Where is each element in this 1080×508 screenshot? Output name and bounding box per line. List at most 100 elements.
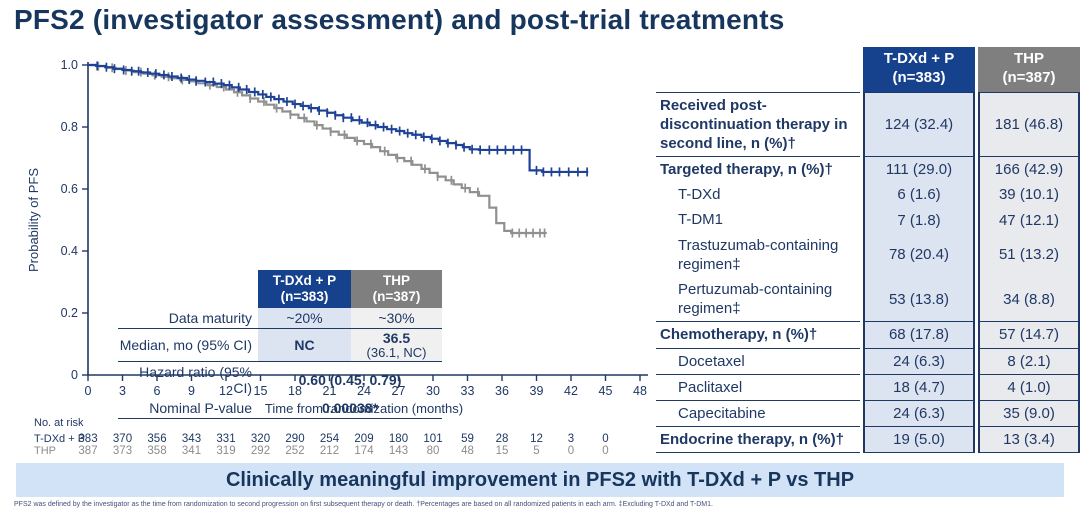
at-risk-value: 320 (251, 433, 270, 445)
column-header-thp: THP (n=387) (978, 47, 1080, 92)
x-tick-label: 30 (426, 384, 440, 398)
x-tick-label: 24 (357, 384, 371, 398)
row-label: T-DM1 (678, 211, 723, 229)
p-value: 0.00038* (258, 398, 442, 420)
cell-tdxd: 7 (1.8) (863, 207, 975, 233)
inset-row-label: Data maturity (168, 310, 252, 327)
at-risk-value: 3 (568, 433, 574, 445)
cell-tdxd: 78 (20.4) (863, 232, 975, 277)
cell-thp: 4 (1.0) (978, 373, 1080, 400)
cell-thp: 8 (2.1) (978, 347, 1080, 374)
km-curve-t-dxd-p (88, 63, 589, 174)
table-corner-spacer (656, 47, 860, 92)
x-tick-label: 0 (85, 384, 92, 398)
at-risk-value: 292 (251, 445, 270, 457)
cell-tdxd: 53 (13.8) (863, 277, 975, 322)
at-risk-value: 209 (354, 433, 373, 445)
post-trial-treatments-table: T-DXd + P (n=383) THP (n=387) Received post-… (656, 47, 1080, 454)
inset-header-line1: T-DXd + P (272, 273, 337, 288)
at-risk-title: No. at risk (34, 417, 84, 429)
inset-header-line1: THP (383, 273, 410, 288)
inset-cell-tdxd: ~20% (258, 308, 351, 329)
column-header-line2: (n=387) (1002, 68, 1056, 86)
at-risk-value: 12 (530, 433, 543, 445)
y-tick-label: 0.4 (61, 244, 78, 258)
row-label: Targeted therapy, n (%)† (656, 156, 860, 182)
x-tick-label: 48 (633, 384, 647, 398)
row-label: Received post-discontinuation therapy in… (656, 91, 860, 157)
cell-tdxd: 24 (6.3) (863, 347, 975, 374)
km-survival-plot: 00.20.40.60.81.00 3 6 9 12 15 18 21 24 27 30 33 36 39… (26, 58, 648, 457)
at-risk-value: 212 (320, 445, 339, 457)
row-label: Trastuzumab-containing regimen‡ (678, 236, 839, 273)
cell-tdxd: 19 (5.0) (863, 426, 975, 454)
row-label: Capecitabine (656, 399, 860, 426)
y-tick-label: 0.8 (61, 120, 78, 134)
x-tick-label: 18 (288, 384, 302, 398)
x-tick-label: 6 (154, 384, 161, 398)
page-title: PFS2 (investigator assessment) and post-… (14, 4, 785, 35)
at-risk-value: 15 (496, 445, 509, 457)
x-tick-label: 33 (461, 384, 475, 398)
y-axis-label: Probability of PFS (26, 168, 41, 272)
at-risk-value: 319 (216, 445, 235, 457)
cell-tdxd: 124 (32.4) (863, 91, 975, 157)
at-risk-row-label: THP (34, 445, 56, 457)
at-risk-value: 370 (113, 433, 132, 445)
column-header-line1: T-DXd + P (883, 50, 955, 67)
x-axis-label: Time from randomization (months) (265, 401, 463, 416)
y-tick-label: 1.0 (61, 58, 78, 72)
conclusion-text: Clinically meaningful improvement in PFS… (225, 468, 855, 491)
at-risk-value: 59 (461, 433, 474, 445)
column-header-line2: (n=383) (892, 68, 946, 86)
at-risk-value: 80 (427, 445, 440, 457)
at-risk-value: 387 (78, 445, 97, 457)
column-header-line1: THP (1014, 50, 1044, 67)
column-header-tdxd: T-DXd + P (n=383) (863, 47, 975, 92)
at-risk-value: 343 (182, 433, 201, 445)
x-tick-label: 3 (119, 384, 126, 398)
km-chart: 0 0.2 0.4 0.6 0.8 1.0 0 3 6 9 12 15 18 21 24 27 30 33 36 39… (0, 45, 660, 460)
x-tick-label: 9 (188, 384, 195, 398)
at-risk-value: 5 (533, 445, 539, 457)
at-risk-value: 331 (216, 433, 235, 445)
cell-thp: 34 (8.8) (978, 277, 1080, 322)
inset-row-label: Hazard ratio (95% CI) (118, 361, 258, 398)
inset-column-header-thp: THP (n=387) (351, 270, 442, 309)
x-tick-label: 39 (530, 384, 544, 398)
cell-thp: 51 (13.2) (978, 232, 1080, 277)
y-tick-label: 0.6 (61, 182, 78, 196)
row-label: Chemotherapy, n (%)† (656, 321, 860, 347)
at-risk-value: 290 (285, 433, 304, 445)
cell-thp: 181 (46.8) (978, 91, 1080, 157)
inset-row-label: Median, mo (95% CI) (118, 328, 258, 361)
cell-tdxd: 111 (29.0) (863, 156, 975, 183)
cell-thp: 35 (9.0) (978, 399, 1080, 427)
inset-column-header-tdxd: T-DXd + P (n=383) (258, 270, 351, 309)
at-risk-value: 254 (320, 433, 340, 445)
at-risk-row-label: T-DXd + P (34, 433, 85, 445)
y-tick-label: 0 (71, 368, 78, 382)
cell-thp: 57 (14.7) (978, 321, 1080, 348)
km-inset-stats-table: T-DXd + P (n=383) THP (n=387) Data maturity ~… (118, 270, 442, 420)
x-tick-label: 21 (323, 384, 337, 398)
at-risk-value: 174 (354, 445, 374, 457)
at-risk-value: 0 (602, 433, 608, 445)
conclusion-banner: Clinically meaningful improvement in PFS… (16, 463, 1064, 497)
median-ci: (36.1, NC) (366, 345, 427, 361)
at-risk-value: 101 (423, 433, 442, 445)
x-tick-label: 42 (564, 384, 578, 398)
at-risk-value: 143 (389, 445, 408, 457)
x-tick-label: 15 (254, 384, 268, 398)
inset-header-line2: (n=387) (372, 289, 421, 305)
cell-thp: 47 (12.1) (978, 207, 1080, 233)
at-risk-value: 0 (602, 445, 608, 457)
row-label: T-DXd (678, 186, 721, 204)
hazard-ratio-value: 0.60 (0.45, 0.79) (258, 361, 442, 398)
footnote: PFS2 was defined by the investigator as … (14, 501, 713, 508)
cell-thp: 166 (42.9) (978, 156, 1080, 183)
at-risk-value: 383 (78, 433, 97, 445)
inset-row-label: Nominal P-value (118, 398, 258, 420)
row-label: Paclitaxel (656, 373, 860, 400)
at-risk-value: 0 (568, 445, 574, 457)
